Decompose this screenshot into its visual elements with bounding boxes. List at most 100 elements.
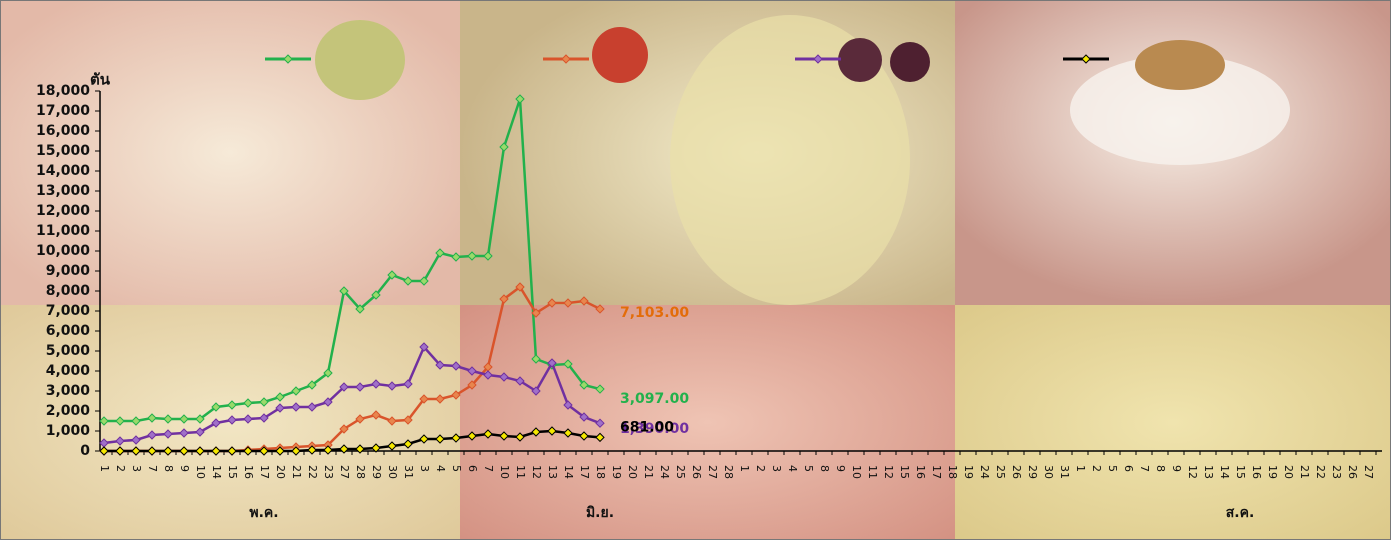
x-tick-label: 2 — [754, 465, 767, 472]
y-tick-label: 2,000 — [46, 403, 91, 419]
x-tick-label: 28 — [354, 465, 367, 479]
x-tick-label: 16 — [1250, 465, 1263, 479]
y-tick-label: 11,000 — [36, 223, 90, 239]
x-tick-label: 26 — [1346, 465, 1359, 479]
y-tick-label: 0 — [80, 443, 90, 459]
x-tick-label: 28 — [722, 465, 735, 479]
x-tick-label: 25 — [994, 465, 1007, 479]
value-label: 681.00 — [620, 419, 674, 435]
x-tick-label: 5 — [1106, 465, 1119, 472]
x-tick-label: 10 — [498, 465, 511, 479]
x-tick-label: 7 — [1138, 465, 1151, 472]
x-tick-label: 9 — [834, 465, 847, 472]
x-tick-label: 12 — [530, 465, 543, 479]
x-tick-label: 2 — [1090, 465, 1103, 472]
x-tick-label: 14 — [562, 465, 575, 479]
x-tick-label: 19 — [962, 465, 975, 479]
x-tick-label: 15 — [1234, 465, 1247, 479]
x-tick-label: 19 — [610, 465, 623, 479]
x-tick-label: 6 — [466, 465, 479, 472]
x-tick-label: 20 — [1282, 465, 1295, 479]
x-tick-label: 25 — [674, 465, 687, 479]
x-tick-label: 11 — [866, 465, 879, 479]
x-tick-label: 8 — [162, 465, 175, 472]
x-tick-label: 21 — [1298, 465, 1311, 479]
x-tick-label: 4 — [434, 465, 447, 472]
y-tick-label: 6,000 — [46, 323, 91, 339]
x-tick-label: 23 — [1330, 465, 1343, 479]
x-tick-label: 21 — [642, 465, 655, 479]
x-tick-label: 2 — [114, 465, 127, 472]
y-tick-label: 3,000 — [46, 383, 91, 399]
x-tick-label: 8 — [818, 465, 831, 472]
month-label: มิ.ย. — [586, 505, 614, 521]
y-tick-label: 5,000 — [46, 343, 91, 359]
y-tick-label: 13,000 — [36, 183, 90, 199]
y-tick-label: 4,000 — [46, 363, 91, 379]
y-tick-label: 8,000 — [46, 283, 91, 299]
x-tick-label: 14 — [210, 465, 223, 479]
x-tick-label: 17 — [258, 465, 271, 479]
x-tick-label: 22 — [306, 465, 319, 479]
x-tick-label: 1 — [98, 465, 111, 472]
x-tick-label: 12 — [882, 465, 895, 479]
x-tick-label: 13 — [1202, 465, 1215, 479]
y-tick-label: 1,000 — [46, 423, 91, 439]
x-tick-label: 9 — [178, 465, 191, 472]
x-tick-label: 20 — [626, 465, 639, 479]
x-tick-label: 4 — [786, 465, 799, 472]
x-tick-label: 17 — [930, 465, 943, 479]
chart: ตัน 0 1,000 2,000 3,000 4,000 5,000 6,000 7,000… — [0, 0, 1391, 540]
x-tick-label: 7 — [146, 465, 159, 472]
x-tick-label: 31 — [1058, 465, 1071, 479]
x-tick-label: 10 — [850, 465, 863, 479]
x-tick-label: 1 — [738, 465, 751, 472]
x-tick-label: 27 — [706, 465, 719, 479]
y-tick-label: 10,000 — [36, 243, 90, 259]
x-tick-label: 3 — [770, 465, 783, 472]
x-tick-label: 27 — [338, 465, 351, 479]
x-tick-label: 11 — [514, 465, 527, 479]
x-tick-label: 16 — [242, 465, 255, 479]
x-tick-label: 31 — [402, 465, 415, 479]
x-tick-label: 24 — [658, 465, 671, 479]
y-tick-label: 9,000 — [46, 263, 91, 279]
x-tick-label: 23 — [322, 465, 335, 479]
x-tick-label: 5 — [450, 465, 463, 472]
y-tick-label: 15,000 — [36, 143, 90, 159]
x-tick-label: 22 — [1314, 465, 1327, 479]
x-tick-label: 30 — [1042, 465, 1055, 479]
x-tick-label: 29 — [1026, 465, 1039, 479]
x-tick-label: 8 — [1154, 465, 1167, 472]
x-tick-label: 20 — [274, 465, 287, 479]
x-tick-label: 12 — [1186, 465, 1199, 479]
y-axis-title: ตัน — [90, 71, 111, 89]
x-tick-label: 10 — [194, 465, 207, 479]
x-tick-label: 5 — [802, 465, 815, 472]
x-tick-label: 21 — [290, 465, 303, 479]
x-tick-label: 3 — [418, 465, 431, 472]
background — [0, 0, 1391, 540]
x-tick-label: 6 — [1122, 465, 1135, 472]
y-tick-label: 12,000 — [36, 203, 90, 219]
x-tick-label: 26 — [690, 465, 703, 479]
x-tick-label: 30 — [386, 465, 399, 479]
x-tick-label: 7 — [482, 465, 495, 472]
x-tick-label: 14 — [1218, 465, 1231, 479]
y-tick-label: 7,000 — [46, 303, 91, 319]
x-tick-label: 3 — [130, 465, 143, 472]
x-tick-label: 18 — [594, 465, 607, 479]
x-tick-label: 16 — [914, 465, 927, 479]
y-tick-label: 16,000 — [36, 123, 90, 139]
month-label: ส.ค. — [1226, 505, 1255, 521]
y-tick-label: 14,000 — [36, 163, 90, 179]
y-tick-label: 17,000 — [36, 103, 90, 119]
value-label: 7,103.00 — [620, 305, 689, 321]
x-tick-label: 18 — [946, 465, 959, 479]
x-tick-label: 27 — [1362, 465, 1375, 479]
x-tick-label: 24 — [978, 465, 991, 479]
month-label: พ.ค. — [249, 505, 278, 521]
x-tick-label: 15 — [898, 465, 911, 479]
x-tick-label: 26 — [1010, 465, 1023, 479]
x-tick-label: 1 — [1074, 465, 1087, 472]
